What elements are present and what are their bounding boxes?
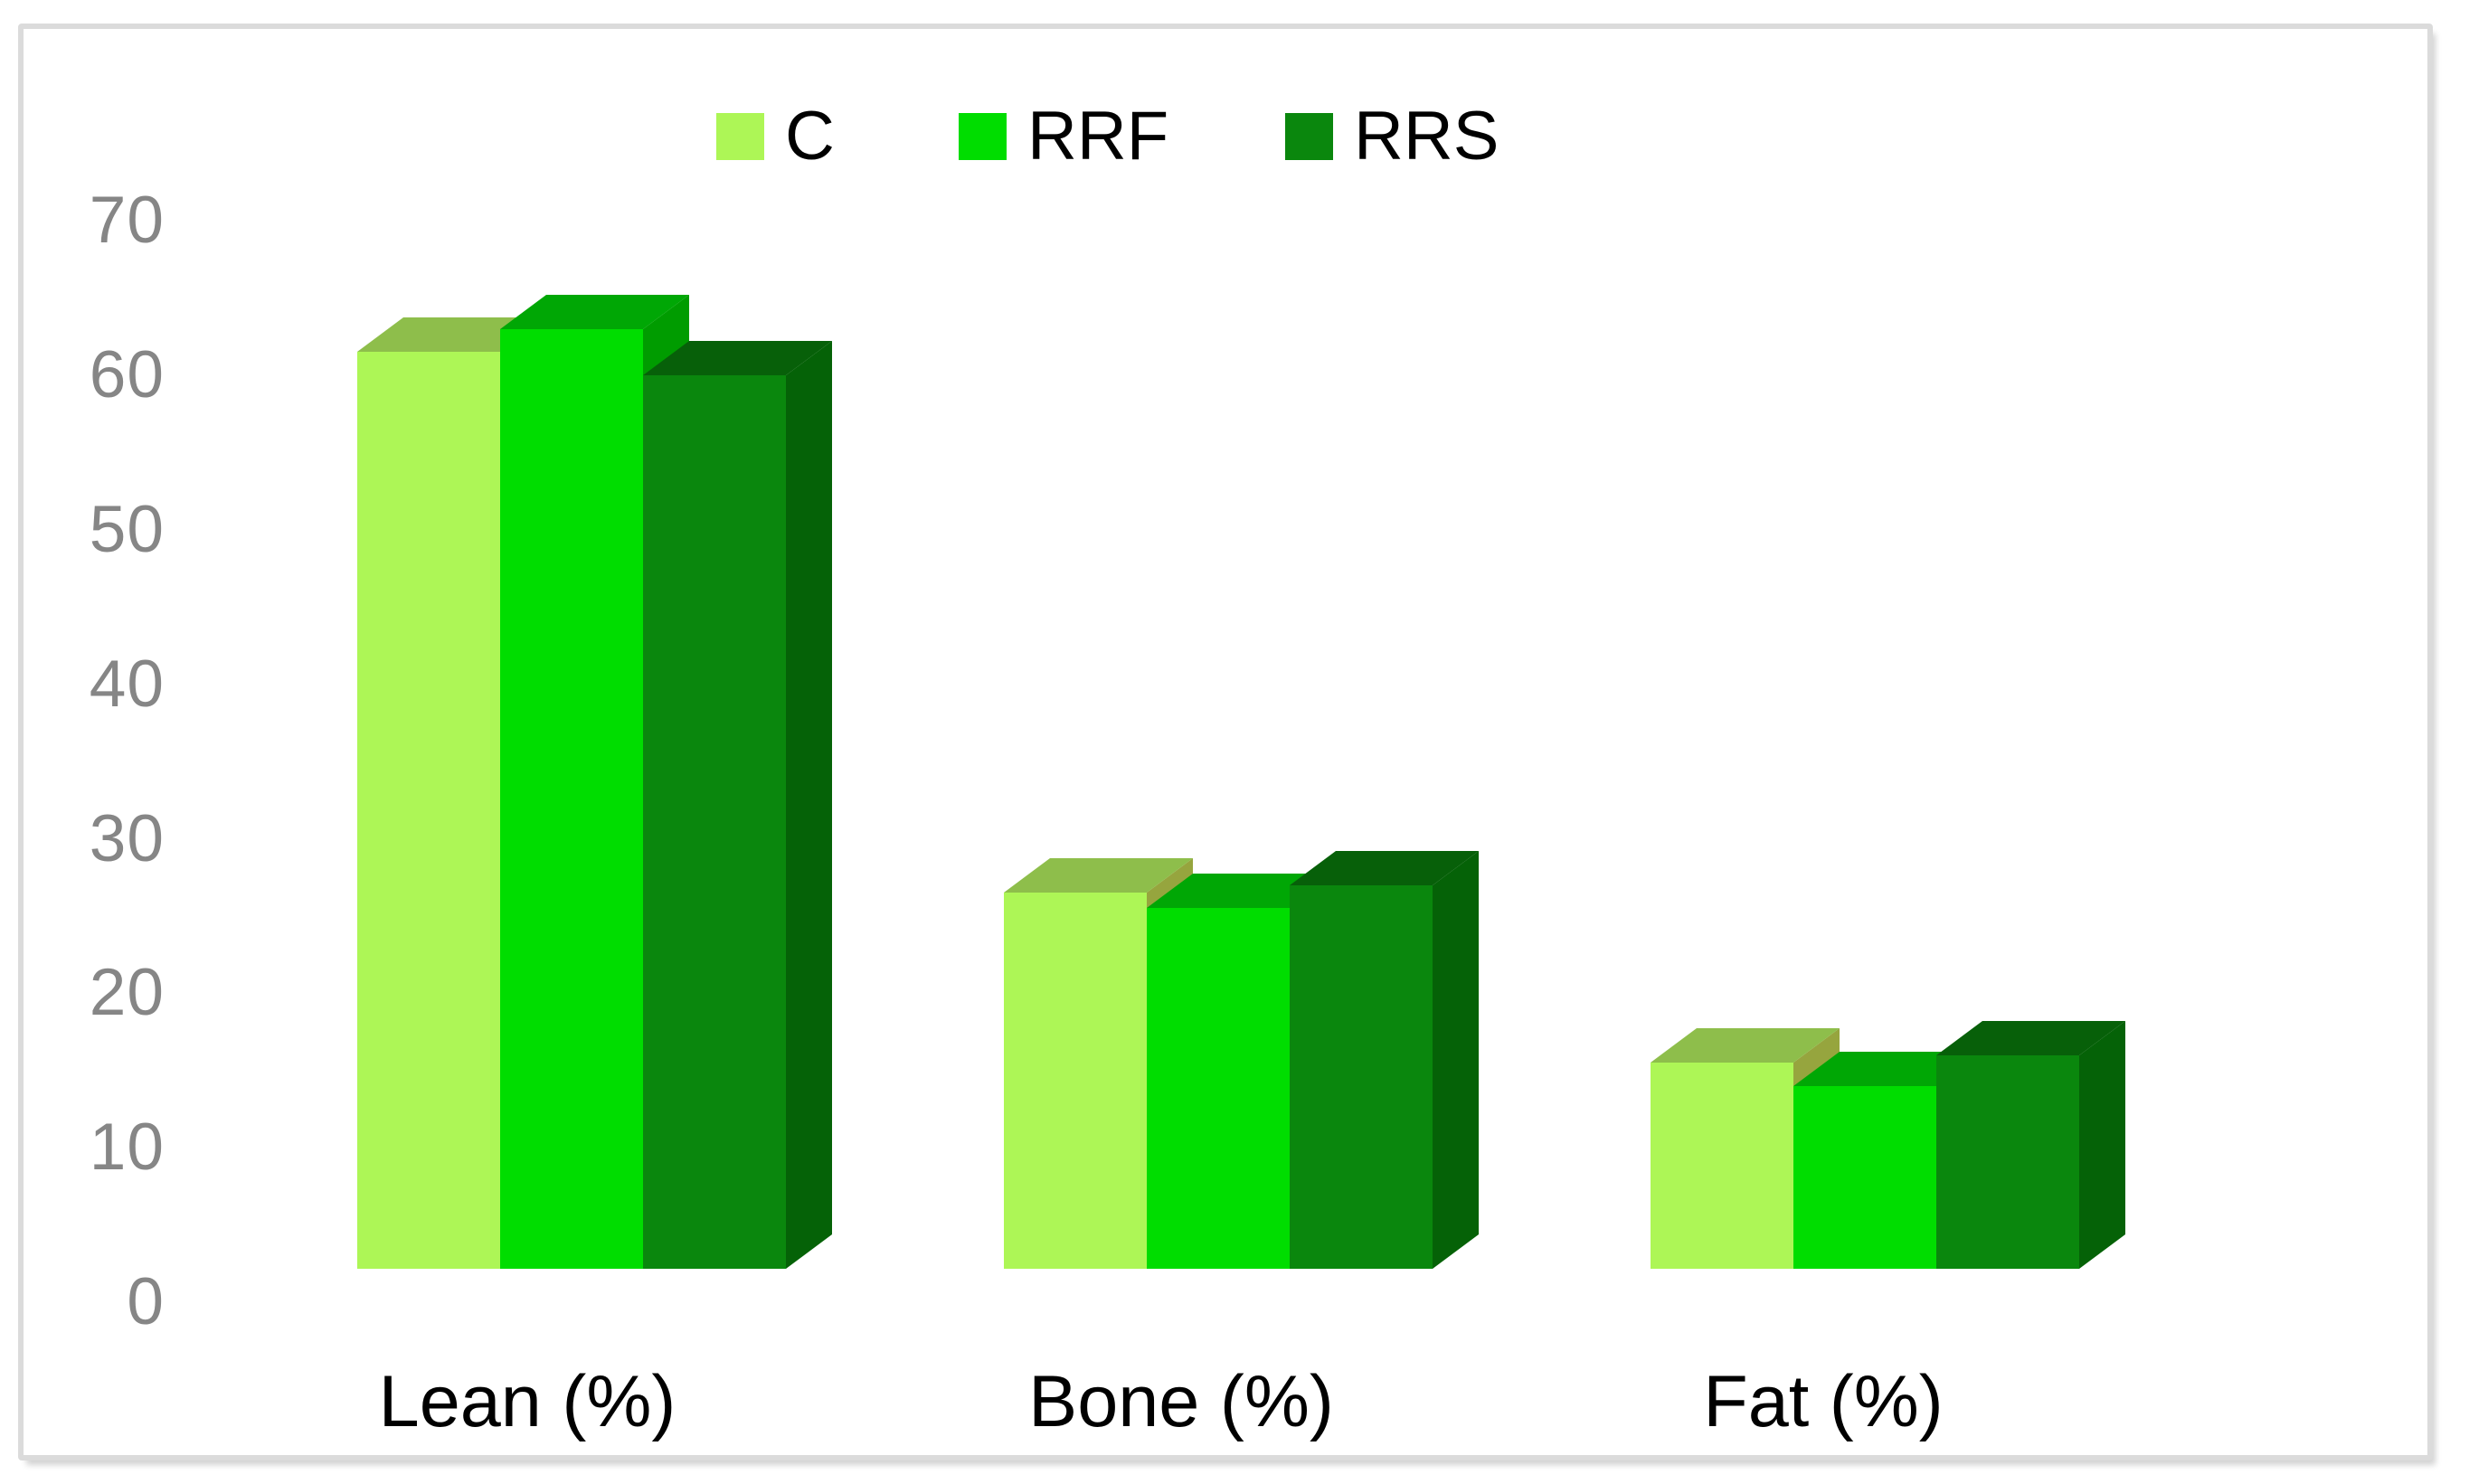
category-label-bone: Bone (%) [1028,1361,1334,1442]
y-tick-20: 20 [89,956,165,1029]
bar-c-lean-top [357,317,546,352]
legend-item-c: C [716,98,835,175]
legend-swatch-rrs [1285,113,1333,160]
bar-rrs-lean-front [643,375,786,1269]
y-tick-10: 10 [89,1111,165,1184]
bar-rrf-bone-front [1147,908,1290,1269]
category-label-fat: Fat (%) [1703,1361,1944,1442]
y-tick-50: 50 [89,493,165,566]
legend-label-rrs: RRS [1354,98,1499,175]
bar-c-lean-front [357,352,500,1269]
bar-rrs-bone-front [1290,885,1433,1269]
y-tick-70: 70 [89,184,165,257]
bar-rrs-lean-side [786,341,832,1269]
bar-rrs-fat-front [1936,1055,2079,1269]
bar-rrf-bone-top [1147,874,1336,908]
category-label-lean: Lean (%) [378,1361,676,1442]
legend-swatch-rrf [959,113,1007,160]
y-tick-30: 30 [89,802,165,875]
bar-rrf-lean-front [500,329,643,1269]
legend-label-rrf: RRF [1027,98,1169,175]
bar-rrs-fat-side [2079,1021,2125,1269]
legend-item-rrf: RRF [959,98,1169,175]
y-tick-60: 60 [89,338,165,411]
bar-rrs-fat-top [1936,1021,2125,1055]
bar-rrs-bone-top [1290,851,1479,885]
y-tick-0: 0 [127,1265,165,1338]
y-tick-40: 40 [89,647,165,721]
bar-c-fat-front [1651,1063,1793,1269]
legend-label-c: C [785,98,835,175]
y-axis: 70 60 50 40 30 20 10 0 [36,0,165,1484]
bar-rrs-lean-top [643,341,832,375]
bar-rrf-fat-front [1793,1086,1936,1269]
bar-c-bone-top [1004,858,1193,893]
bar-c-bone-front [1004,893,1147,1269]
legend-item-rrs: RRS [1285,98,1499,175]
bar-rrs-bone-side [1433,851,1479,1269]
bar-rrf-fat-top [1793,1052,1982,1086]
bar-rrf-lean-top [500,295,689,329]
legend-swatch-c [716,113,764,160]
bar-c-fat-top [1651,1028,1840,1063]
